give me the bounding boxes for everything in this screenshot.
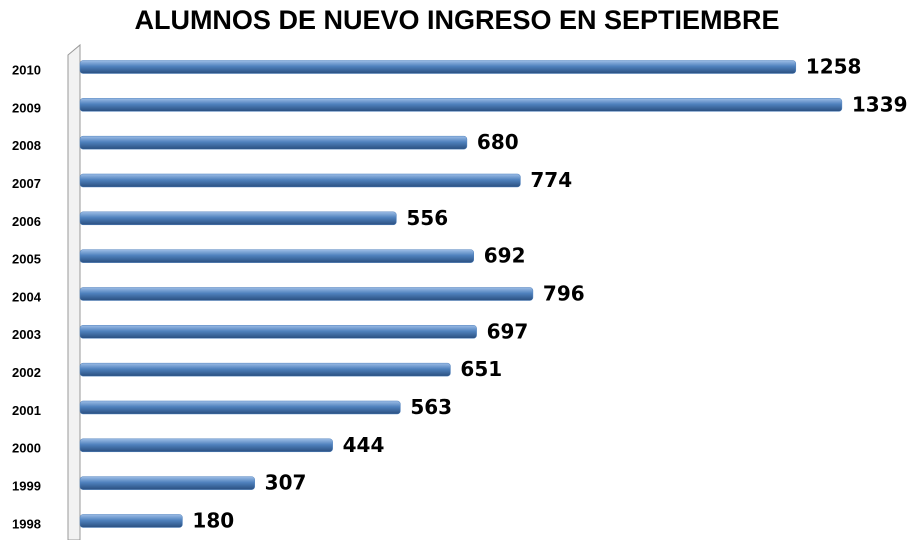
value-label: 180 xyxy=(192,508,234,532)
value-label: 796 xyxy=(543,281,585,305)
y-tick-label: 2003 xyxy=(12,327,41,342)
value-label: 556 xyxy=(406,206,448,230)
y-tick-label: 2006 xyxy=(12,214,41,229)
value-label: 1258 xyxy=(806,55,862,79)
bar xyxy=(79,60,797,74)
y-tick-label: 2010 xyxy=(12,62,41,77)
bar xyxy=(79,476,255,490)
value-label: 563 xyxy=(410,395,452,419)
y-tick-label: 2005 xyxy=(12,252,41,267)
y-tick-label: 2008 xyxy=(12,138,41,153)
y-tick-label: 2007 xyxy=(12,176,41,191)
value-label: 692 xyxy=(484,244,526,268)
value-label: 774 xyxy=(530,168,572,192)
bar xyxy=(79,514,183,528)
y-tick-label: 1998 xyxy=(12,516,41,531)
bar xyxy=(79,325,477,339)
chart-title: ALUMNOS DE NUEVO INGRESO EN SEPTIEMBRE xyxy=(134,5,779,35)
y-tick-label: 1999 xyxy=(12,479,41,494)
y-tick-label: 2002 xyxy=(12,365,41,380)
bar xyxy=(79,400,401,415)
bar xyxy=(79,362,451,377)
axis-wall xyxy=(67,43,81,540)
bar xyxy=(79,135,468,150)
bar xyxy=(79,438,333,453)
y-tick-label: 2000 xyxy=(12,441,41,456)
bar xyxy=(79,173,521,188)
value-label: 1339 xyxy=(852,92,908,116)
y-tick-label: 2004 xyxy=(12,289,42,304)
bar xyxy=(79,287,534,301)
bar xyxy=(79,249,474,263)
bar xyxy=(79,98,843,112)
value-label: 697 xyxy=(487,319,529,343)
y-tick-label: 2009 xyxy=(12,100,41,115)
value-label: 444 xyxy=(343,433,385,457)
value-label: 651 xyxy=(460,357,502,381)
value-label: 307 xyxy=(265,471,307,495)
value-label: 680 xyxy=(477,130,519,154)
y-tick-label: 2001 xyxy=(12,403,41,418)
bar xyxy=(79,211,397,226)
